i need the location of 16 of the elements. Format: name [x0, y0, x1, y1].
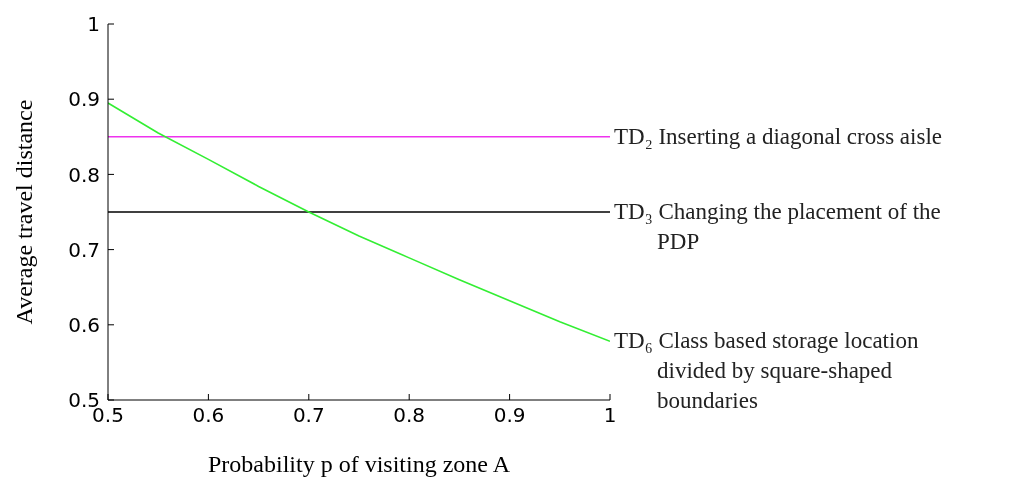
x-tick-label: 0.8 — [393, 403, 426, 428]
y-tick-label: 0.9 — [68, 87, 100, 112]
series-label: TD₆ Class based storage location divided by square-shaped boundaries — [614, 328, 919, 414]
line-series — [108, 102, 610, 343]
y-tick-label: 0.6 — [68, 312, 100, 337]
x-tick-label: 0.7 — [292, 403, 325, 428]
series-label: TD₂ Inserting a diagonal cross aisle — [614, 122, 943, 151]
x-tick-label: 0.6 — [192, 403, 225, 428]
series-label: TD₃ Changing the placement of the PDP — [614, 198, 942, 256]
y-tick-label: 1 — [87, 12, 100, 37]
y-tick-label: 0.7 — [68, 237, 100, 262]
y-axis-title: Average travel distance — [11, 99, 37, 325]
x-axis-title: Probability p of visiting zone A — [208, 451, 511, 477]
x-tick-label: 0.9 — [493, 403, 526, 428]
y-tick-label: 0.8 — [68, 162, 100, 187]
x-tick-label: 1 — [603, 403, 617, 428]
